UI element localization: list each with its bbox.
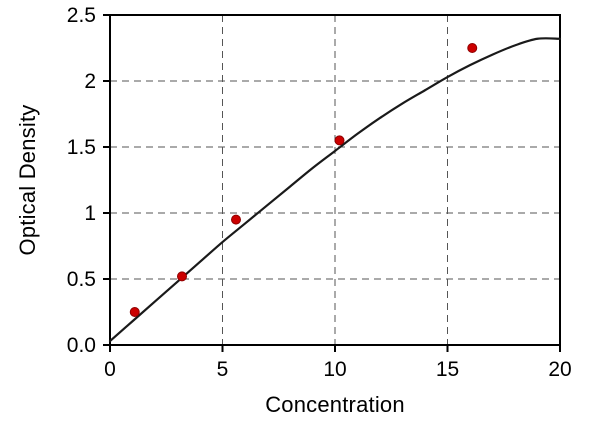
tick-labels: 0 5 10 15 20 0.0 0.5 1 1.5 2 2.5	[67, 4, 572, 381]
y-tick-label: 1	[84, 202, 96, 225]
y-tick-label: 0.0	[67, 334, 96, 357]
x-axis-label: Concentration	[265, 392, 405, 417]
data-points	[129, 43, 478, 317]
data-point	[177, 271, 187, 282]
x-tick-label: 5	[217, 358, 229, 381]
y-tick-label: 2.5	[67, 4, 96, 27]
data-point	[467, 43, 478, 53]
x-tick-label: 0	[104, 358, 116, 381]
gridlines	[110, 15, 560, 345]
y-axis-label: Optical Density	[15, 104, 40, 256]
y-tick-label: 0.5	[67, 268, 96, 291]
x-tick-label: 20	[548, 358, 571, 381]
data-point	[334, 135, 345, 146]
data-point	[231, 214, 241, 225]
x-tick-label: 15	[436, 358, 459, 381]
y-tick-label: 2	[84, 70, 96, 93]
axis-ticks	[103, 14, 561, 352]
x-tick-label: 10	[323, 358, 346, 381]
y-tick-label: 1.5	[67, 136, 96, 159]
data-point	[129, 307, 140, 317]
